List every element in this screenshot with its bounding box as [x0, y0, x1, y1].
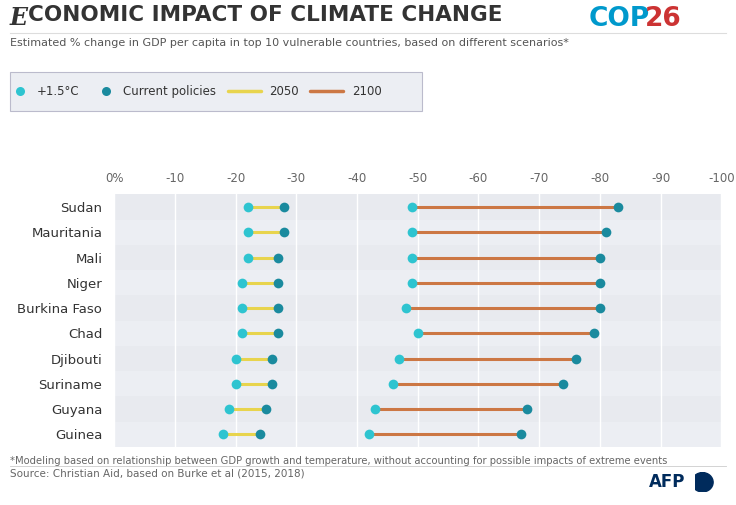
- Bar: [114, 194, 721, 220]
- Bar: [114, 321, 721, 346]
- Text: 26: 26: [645, 6, 682, 32]
- Circle shape: [692, 473, 713, 492]
- Text: E: E: [10, 6, 27, 30]
- Bar: [114, 220, 721, 245]
- Bar: [114, 295, 721, 321]
- Bar: [114, 270, 721, 295]
- Text: Estimated % change in GDP per capita in top 10 vulnerable countries, based on di: Estimated % change in GDP per capita in …: [10, 38, 568, 48]
- Text: *Modeling based on relationship between GDP growth and temperature, without acco: *Modeling based on relationship between …: [10, 456, 667, 466]
- Bar: [114, 396, 721, 422]
- Bar: [114, 346, 721, 371]
- FancyBboxPatch shape: [10, 72, 422, 111]
- Text: Source: Christian Aid, based on Burke et al (2015, 2018): Source: Christian Aid, based on Burke et…: [10, 469, 304, 479]
- Text: Current policies: Current policies: [123, 85, 216, 98]
- Bar: [114, 371, 721, 396]
- Text: AFP: AFP: [649, 473, 685, 491]
- Text: 2100: 2100: [352, 85, 381, 98]
- Bar: [114, 245, 721, 270]
- Text: 2050: 2050: [269, 85, 299, 98]
- Text: +1.5°C: +1.5°C: [36, 85, 79, 98]
- Text: CONOMIC IMPACT OF CLIMATE CHANGE: CONOMIC IMPACT OF CLIMATE CHANGE: [28, 5, 503, 25]
- Bar: [114, 422, 721, 447]
- Text: COP: COP: [589, 6, 650, 32]
